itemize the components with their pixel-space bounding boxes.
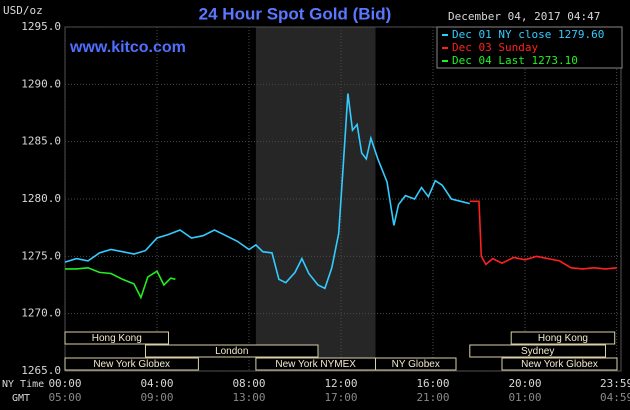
series-line	[65, 266, 176, 300]
legend-box	[436, 26, 623, 69]
session-label: Hong Kong	[538, 333, 588, 344]
y-tick-label: 1280.0	[21, 192, 61, 205]
session-bar	[510, 331, 616, 345]
x-tick-label: 00:00	[48, 377, 81, 390]
x2-tick-label: 01:00	[508, 391, 541, 404]
x-tick-label: 04:00	[140, 377, 173, 390]
series-line	[469, 200, 618, 270]
session-label: New York NYMEX	[275, 359, 356, 370]
x2-tick-label: 04:59	[600, 391, 630, 404]
session-label: Sydney	[521, 346, 554, 357]
session-bar	[501, 357, 618, 371]
x-tick-label: 16:00	[416, 377, 449, 390]
x2-tick-label: 13:00	[232, 391, 265, 404]
y-tick-label: 1285.0	[21, 135, 61, 148]
session-label: New York Globex	[521, 359, 598, 370]
session-bar	[64, 331, 169, 345]
session-bar	[469, 344, 606, 358]
x-tick-label: 23:59	[600, 377, 630, 390]
y-tick-label: 1295.0	[21, 20, 61, 33]
session-bar	[145, 344, 319, 358]
x2-axis-label: GMT	[12, 393, 30, 404]
x2-tick-label: 17:00	[324, 391, 357, 404]
legend-label: Dec 03 Sunday	[452, 41, 538, 54]
y-tick-label: 1275.0	[21, 249, 61, 262]
session-label: London	[215, 346, 248, 357]
y-tick-label: 1265.0	[21, 364, 61, 377]
x-tick-label: 20:00	[508, 377, 541, 390]
y-tick-label: 1290.0	[21, 77, 61, 90]
y-axis-label: USD/oz	[3, 4, 43, 17]
series-line	[64, 93, 470, 290]
chart-subtitle: December 04, 2017 04:47	[448, 10, 600, 23]
y-tick-label: 1270.0	[21, 307, 61, 320]
chart-title: 24 Hour Spot Gold (Bid)	[199, 4, 392, 23]
session-bar	[64, 357, 199, 371]
x-tick-label: 08:00	[232, 377, 265, 390]
highlight-band	[255, 27, 376, 371]
x2-tick-label: 21:00	[416, 391, 449, 404]
x2-tick-label: 05:00	[48, 391, 81, 404]
session-bar	[375, 357, 457, 371]
x-tick-label: 12:00	[324, 377, 357, 390]
session-label: Hong Kong	[92, 333, 142, 344]
x2-tick-label: 09:00	[140, 391, 173, 404]
session-label: New York Globex	[93, 359, 170, 370]
session-label: NY Globex	[392, 359, 440, 370]
legend-label: Dec 01 NY close 1279.60	[452, 28, 604, 41]
x-axis-label: NY Time	[2, 379, 44, 390]
source: www.kitco.com	[69, 39, 186, 56]
legend-label: Dec 04 Last 1273.10	[452, 54, 578, 67]
